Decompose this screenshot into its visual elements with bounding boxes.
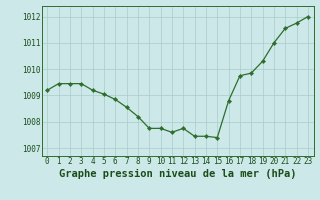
X-axis label: Graphe pression niveau de la mer (hPa): Graphe pression niveau de la mer (hPa) [59, 169, 296, 179]
